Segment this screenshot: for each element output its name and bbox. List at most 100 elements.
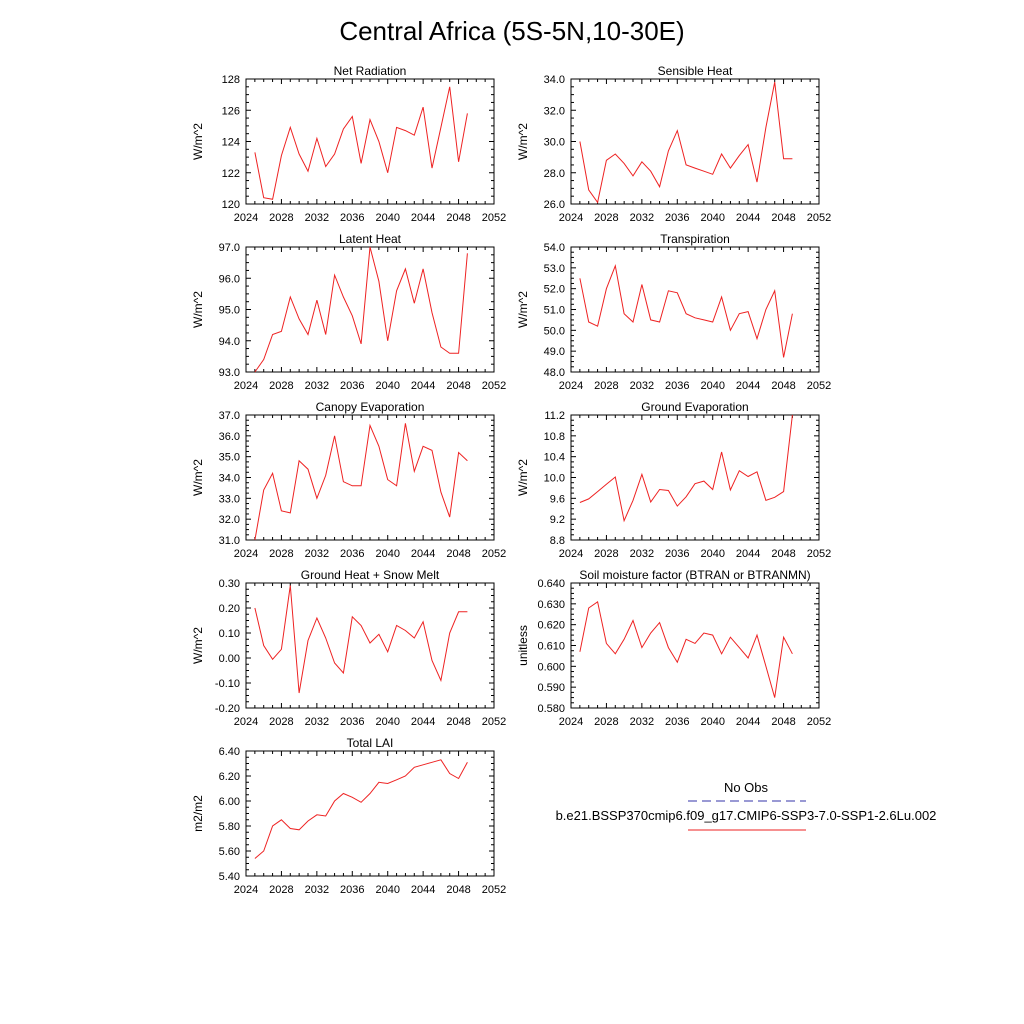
panel-2-ytick-label: 32.0	[544, 105, 565, 117]
panel-1-frame	[245, 78, 495, 205]
panel-6-xtick-label: 2024	[559, 548, 583, 560]
panel-2-ylabel: W/m^2	[516, 123, 530, 160]
panel-6-ytick-label: 8.8	[550, 535, 565, 547]
panel-2-xtick-label: 2044	[736, 212, 760, 224]
panel-1-xtick-label: 2052	[482, 212, 506, 224]
panel-3-xtick-label: 2052	[482, 380, 506, 392]
panel-5-xtick-label: 2048	[446, 548, 470, 560]
panel-2-ytick-label: 30.0	[544, 137, 565, 149]
panel-8-xtick-label: 2028	[594, 716, 618, 728]
panel-1-xtick-label: 2024	[234, 212, 258, 224]
panel-6-ytick-label: 10.8	[544, 431, 565, 443]
panel-7-frame	[245, 582, 495, 709]
panel-5: Canopy Evaporation W/m^2 2024 2028 2032 2036 2…	[191, 400, 506, 560]
panel-8-xtick-label: 2044	[736, 716, 760, 728]
panel-6-xtick-label: 2032	[630, 548, 654, 560]
panel-7-xtick-label: 2044	[411, 716, 435, 728]
panel-9: Total LAI m2/m2 2024 2028 2032 2036 2040 2044 20…	[191, 736, 506, 896]
panel-9-xtick-label: 2044	[411, 884, 435, 896]
figure-title: Central Africa (5S-5N,10-30E)	[339, 16, 684, 46]
panel-3-xtick-label: 2048	[446, 380, 470, 392]
panel-7-series-line	[254, 585, 468, 694]
panel-7-ytick-label: -0.10	[215, 678, 240, 690]
legend: No Obs b.e21.BSSP370cmip6.f09_g17.CMIP6-…	[556, 780, 937, 831]
panel-6-frame	[570, 414, 820, 541]
panel-5-xtick-label: 2028	[269, 548, 293, 560]
panel-7-ytick-label: -0.20	[215, 703, 240, 715]
panel-1-ytick-label: 122	[222, 168, 240, 180]
panel-3-ytick-label: 97.0	[219, 242, 240, 254]
panel-9-xtick-label: 2048	[446, 884, 470, 896]
panel-7-xtick-label: 2048	[446, 716, 470, 728]
panel-1-xtick-label: 2044	[411, 212, 435, 224]
panel-9-ytick-label: 5.40	[219, 871, 240, 883]
panel-2-xtick-label: 2052	[807, 212, 831, 224]
panel-4-ytick-label: 53.0	[544, 263, 565, 275]
panel-7-xtick-label: 2036	[340, 716, 364, 728]
panel-6-ytick-label: 11.2	[544, 410, 565, 422]
panel-8-ytick-label: 0.620	[537, 620, 565, 632]
panel-5-ytick-label: 34.0	[219, 473, 240, 485]
panel-6-xtick-label: 2036	[665, 548, 689, 560]
panel-5-ytick-label: 35.0	[219, 452, 240, 464]
panel-3-xtick-label: 2028	[269, 380, 293, 392]
panel-8-ytick-label: 0.580	[537, 703, 565, 715]
panel-6-xtick-label: 2044	[736, 548, 760, 560]
panel-5-ylabel: W/m^2	[191, 459, 205, 496]
panel-6-ylabel: W/m^2	[516, 459, 530, 496]
panel-8: Soil moisture factor (BTRAN or BTRANMN) u…	[516, 568, 831, 728]
panel-8-title: Soil moisture factor (BTRAN or BTRANMN)	[579, 568, 810, 582]
panel-1-ytick-label: 128	[222, 74, 240, 86]
panel-8-ytick-label: 0.640	[537, 578, 565, 590]
panel-8-ytick-label: 0.600	[537, 661, 565, 673]
panel-7-ytick-label: 0.20	[219, 603, 240, 615]
panel-7-xtick-label: 2024	[234, 716, 258, 728]
panel-4-xtick-label: 2040	[700, 380, 724, 392]
panel-5-xtick-label: 2036	[340, 548, 364, 560]
legend-model-label: b.e21.BSSP370cmip6.f09_g17.CMIP6-SSP3-7.…	[556, 808, 937, 823]
panel-5-series-line	[254, 423, 468, 541]
panel-3-ytick-label: 95.0	[219, 305, 240, 317]
panel-5-title: Canopy Evaporation	[316, 400, 425, 414]
panel-3-title: Latent Heat	[339, 232, 402, 246]
panel-8-ylabel: unitless	[516, 625, 530, 666]
legend-obs-label: No Obs	[724, 780, 769, 795]
panel-8-series-line	[579, 600, 793, 698]
panel-6-xtick-label: 2048	[771, 548, 795, 560]
panel-1-xtick-label: 2036	[340, 212, 364, 224]
panel-1-ytick-label: 120	[222, 199, 240, 211]
panel-2-xtick-label: 2036	[665, 212, 689, 224]
panel-4-frame	[570, 246, 820, 373]
panel-4-xtick-label: 2036	[665, 380, 689, 392]
panel-1-series-line	[254, 86, 468, 200]
panel-8-ytick-label: 0.630	[537, 599, 565, 611]
panel-4-xtick-label: 2024	[559, 380, 583, 392]
panel-5-xtick-label: 2040	[375, 548, 399, 560]
panel-1-xtick-label: 2028	[269, 212, 293, 224]
panel-9-ytick-label: 6.00	[219, 796, 240, 808]
panel-2-ytick-label: 28.0	[544, 168, 565, 180]
panel-4-series-line	[579, 263, 793, 358]
panel-9-xtick-label: 2040	[375, 884, 399, 896]
panel-3-xtick-label: 2032	[305, 380, 329, 392]
panel-5-xtick-label: 2032	[305, 548, 329, 560]
panel-2-xtick-label: 2024	[559, 212, 583, 224]
panels: Net Radiation W/m^2 2024 2028 2032 2036 2040 20…	[191, 64, 831, 896]
panel-4-xtick-label: 2048	[771, 380, 795, 392]
panel-4-ytick-label: 54.0	[544, 242, 565, 254]
panel-1-ytick-label: 126	[222, 105, 240, 117]
panel-6-ytick-label: 9.6	[550, 493, 565, 505]
panel-6: Ground Evaporation W/m^2 2024 2028 2032 2036 2…	[516, 400, 831, 560]
panel-7-xtick-label: 2040	[375, 716, 399, 728]
panel-8-ytick-label: 0.610	[537, 641, 565, 653]
panel-7-ytick-label: 0.00	[219, 653, 240, 665]
panel-5-xtick-label: 2052	[482, 548, 506, 560]
panel-6-title: Ground Evaporation	[641, 400, 748, 414]
panel-8-xtick-label: 2048	[771, 716, 795, 728]
panel-1: Net Radiation W/m^2 2024 2028 2032 2036 2040 20…	[191, 64, 506, 224]
panel-7-xtick-label: 2052	[482, 716, 506, 728]
panel-4-xtick-label: 2032	[630, 380, 654, 392]
panel-4-title: Transpiration	[660, 232, 730, 246]
panel-2-series-line	[579, 82, 793, 204]
